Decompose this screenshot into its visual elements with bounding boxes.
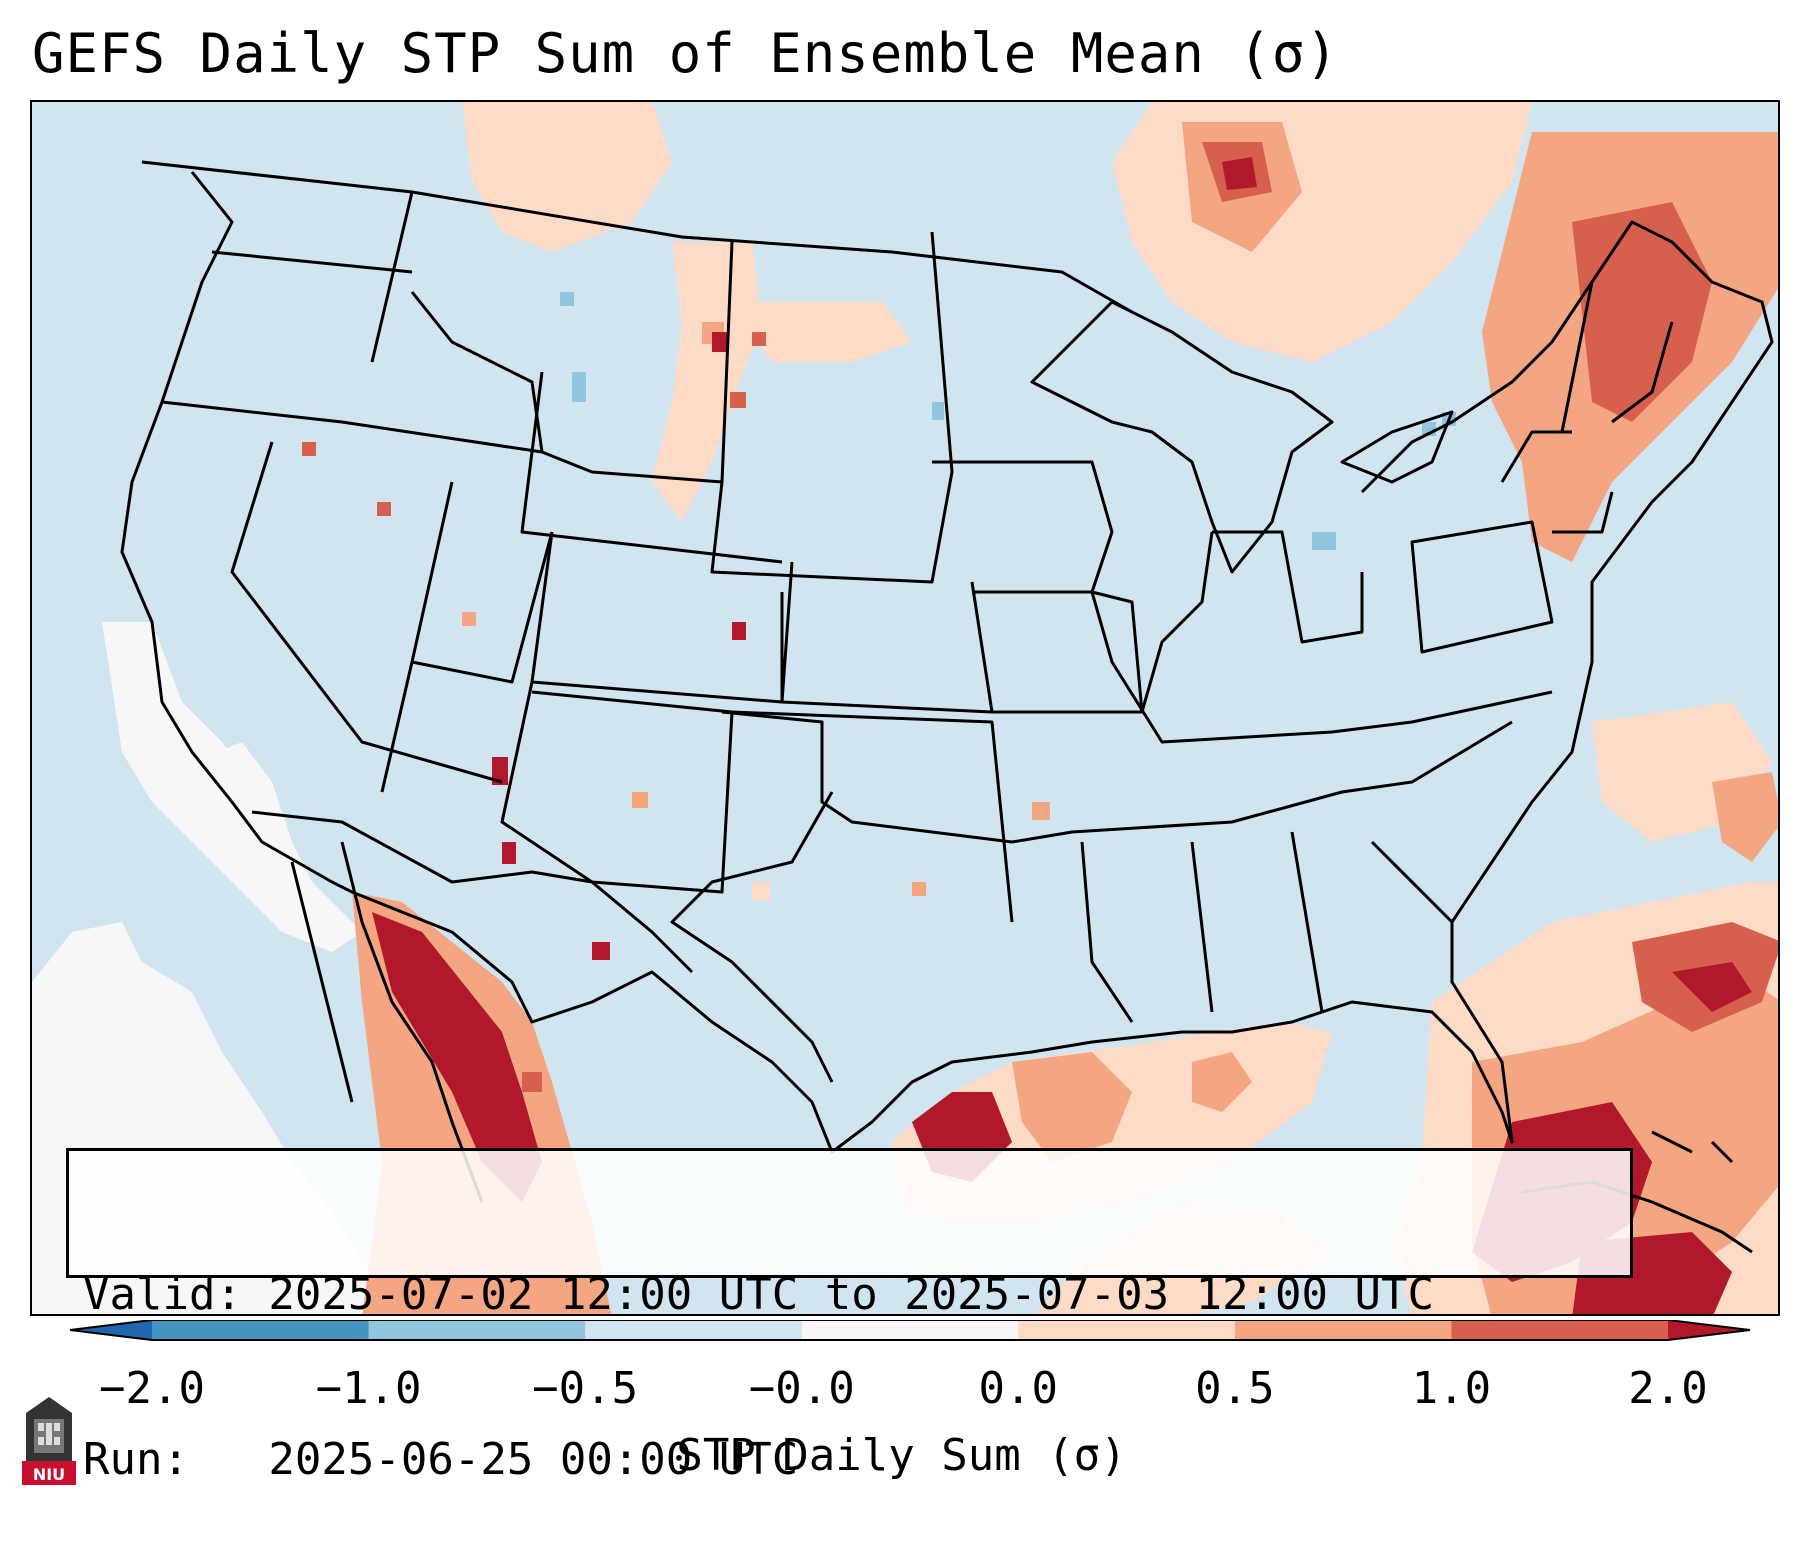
colorbar-bin: [801, 1320, 1019, 1340]
scattered-cells: [302, 402, 1456, 900]
logo-band: [22, 1461, 76, 1485]
run-time-line: Run: 2025-06-25 00:00 UTC: [83, 1434, 799, 1485]
colorbar-label: STP Daily Sum (σ): [676, 1430, 1127, 1481]
colorbar-bin: [1018, 1320, 1236, 1340]
colorbar-tick-label: 0.5: [1195, 1363, 1275, 1414]
colorbar-tick-label: −0.5: [532, 1363, 639, 1414]
boundaries: [120, 160, 1774, 1254]
colorbar-bin: [1451, 1320, 1669, 1340]
map-canvas: [32, 102, 1778, 1314]
colorbar-under-extension: [70, 1320, 152, 1340]
colorbar-bin: [368, 1320, 586, 1340]
colorbar-bins: [152, 1320, 1669, 1340]
colorbar-over-extension: [1668, 1320, 1750, 1340]
niu-logo: NIU: [22, 1397, 76, 1485]
valid-time-line: Valid: 2025-07-02 12:00 UTC to 2025-07-0…: [83, 1269, 1435, 1320]
colorbar-tick-label: 0.0: [978, 1363, 1059, 1414]
colorbar-tick-label: 2.0: [1628, 1363, 1708, 1414]
colorbar-bin: [1234, 1320, 1452, 1340]
colorbar-bin: [152, 1320, 370, 1340]
map-title: GEFS Daily STP Sum of Ensemble Mean (σ): [32, 22, 1339, 85]
colorbar-bin: [585, 1320, 803, 1340]
logo-text: NIU: [33, 1465, 65, 1484]
map-panel: [30, 100, 1780, 1316]
colorbar: [70, 1320, 1750, 1341]
colorbar-tick-label: −1.0: [315, 1363, 422, 1414]
colorbar-tick-label: −0.0: [748, 1363, 855, 1414]
colorbar-tick-label: 1.0: [1411, 1363, 1492, 1414]
colorbar-outline: [70, 1320, 1750, 1341]
validity-info-box: Valid: 2025-07-02 12:00 UTC to 2025-07-0…: [66, 1148, 1633, 1485]
plains-anomaly-field: [560, 242, 912, 522]
colorbar-tick-label: −2.0: [99, 1363, 205, 1414]
canada-anomaly-field: [462, 102, 1778, 562]
